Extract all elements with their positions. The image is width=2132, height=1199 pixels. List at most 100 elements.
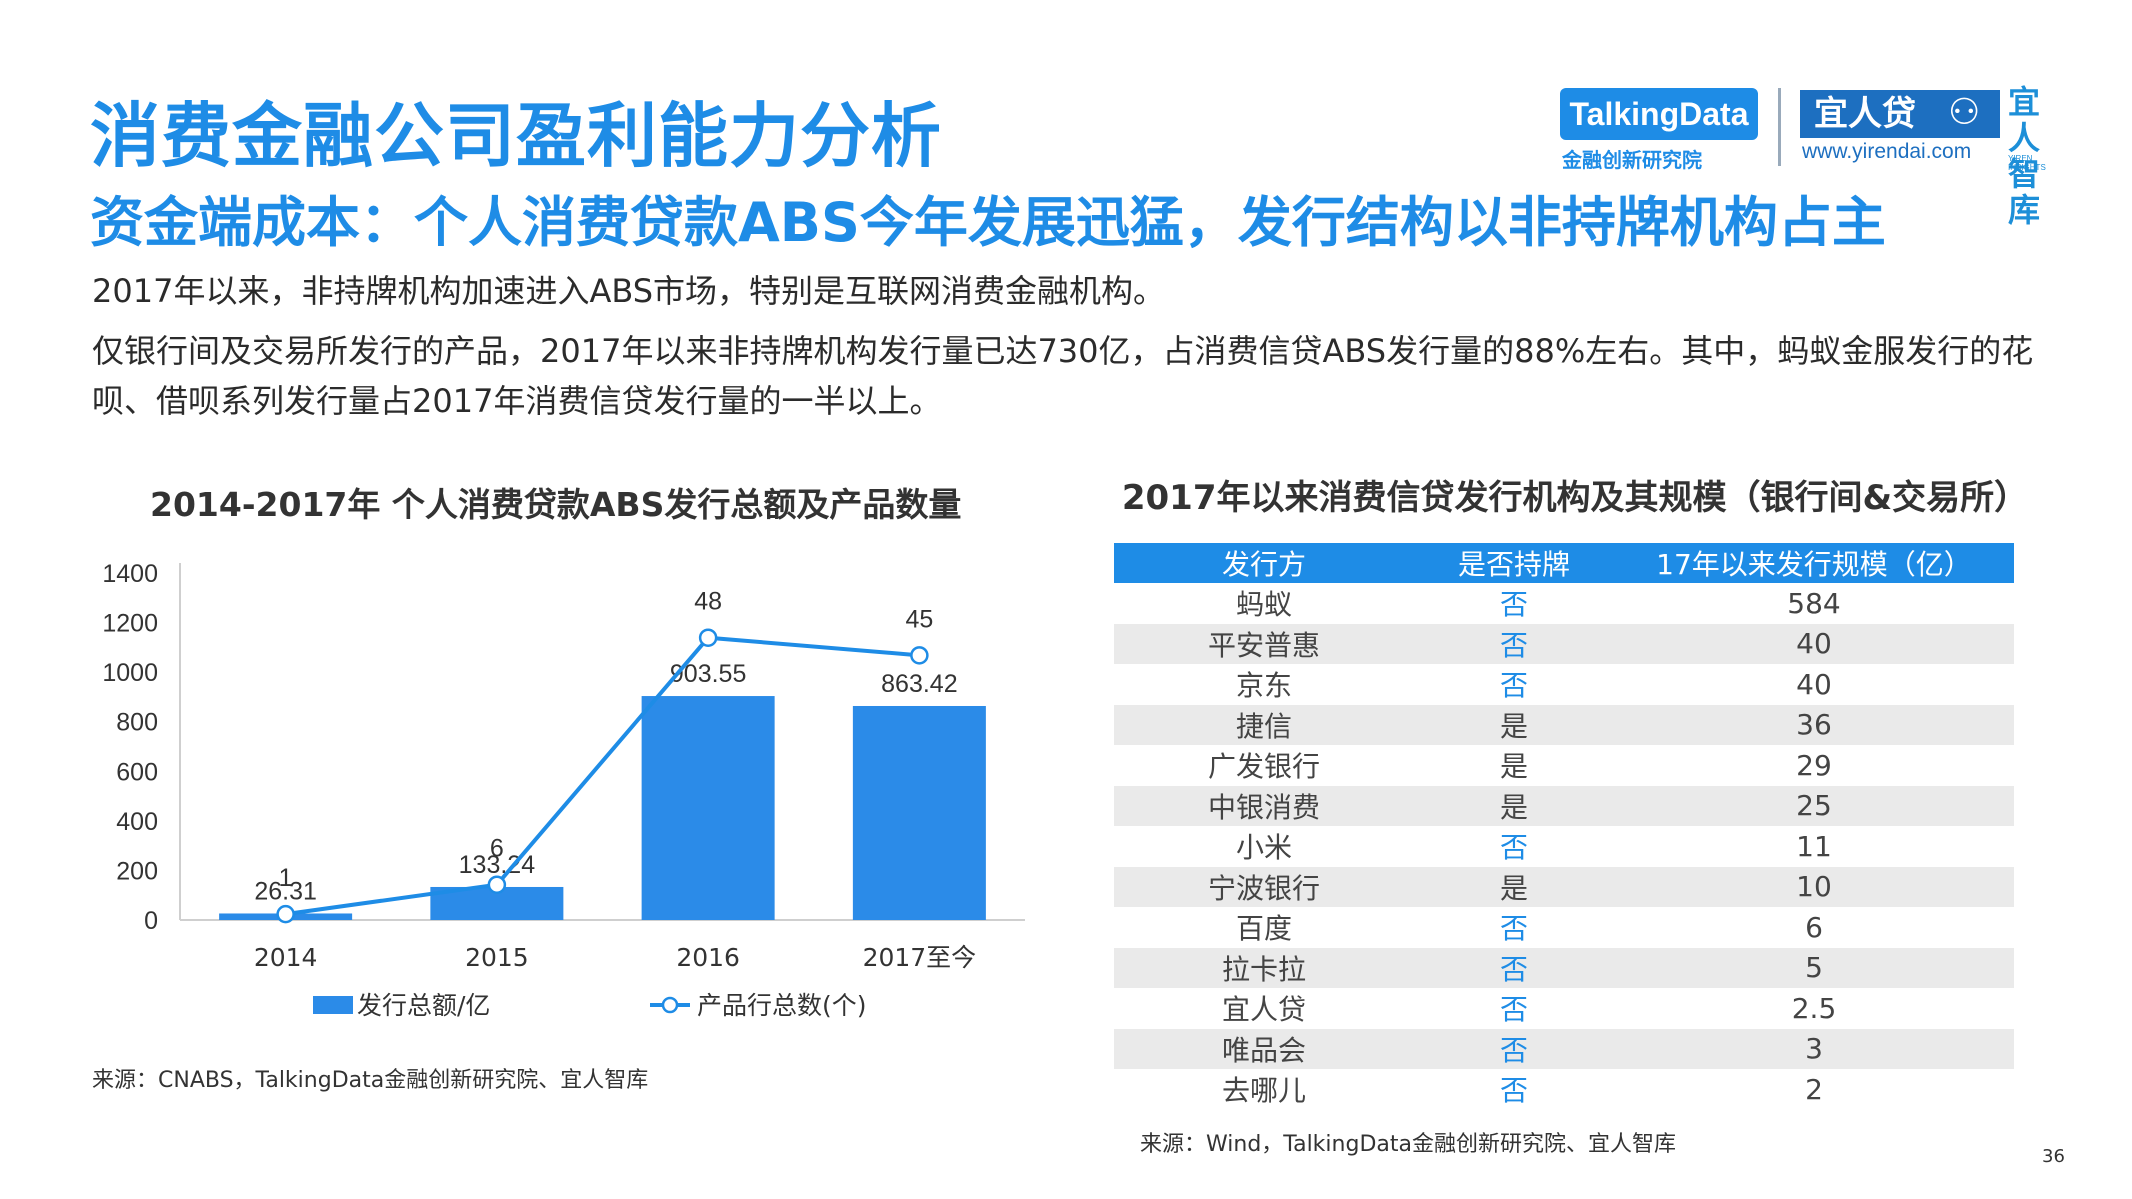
legend-swatch-point bbox=[661, 996, 679, 1014]
talkingdata-logo-subtitle: 金融创新研究院 bbox=[1562, 148, 1702, 172]
licensed-cell: 否 bbox=[1499, 912, 1528, 946]
table-row: 百度 否 6 bbox=[1114, 907, 2014, 948]
issuer-cell: 去哪儿 bbox=[1221, 1074, 1306, 1108]
table-row: 京东 否 40 bbox=[1114, 664, 2014, 705]
line-product-count bbox=[285, 635, 920, 917]
table-row: 去哪儿 否 2 bbox=[1114, 1069, 2014, 1110]
bar-value-label: 903.55 bbox=[670, 660, 746, 688]
line-value-label: 6 bbox=[490, 835, 504, 863]
x-tick-label: 2016 bbox=[676, 943, 740, 972]
page-title: 消费金融公司盈利能力分析 bbox=[90, 95, 942, 177]
licensed-cell: 否 bbox=[1499, 1074, 1528, 1108]
scale-cell: 29 bbox=[1796, 748, 1832, 782]
scale-cell: 11 bbox=[1796, 829, 1832, 863]
table-row: 宁波银行是 10 bbox=[1114, 866, 2014, 907]
scale-cell: 6 bbox=[1805, 910, 1823, 944]
line-value-label: 48 bbox=[694, 588, 722, 616]
table-row: 拉卡拉否 5 bbox=[1114, 947, 2014, 988]
issuer-cell: 百度 bbox=[1235, 912, 1292, 946]
licensed-cell: 否 bbox=[1499, 831, 1528, 865]
table-row: 小米 否 11 bbox=[1114, 826, 2014, 867]
issuer-cell: 蚂蚁 bbox=[1235, 588, 1292, 622]
table-source: 来源：Wind，TalkingData金融创新研究院、宜人智库 bbox=[1140, 1132, 1676, 1157]
scale-cell: 10 bbox=[1614, 866, 2014, 907]
scale-cell: 25 bbox=[1614, 785, 2014, 826]
issuer-cell: 捷信 bbox=[1114, 704, 1414, 745]
table-row: 中银消费是 25 bbox=[1114, 785, 2014, 826]
line-value-label: 45 bbox=[905, 605, 933, 633]
licensed-cell: 是 bbox=[1499, 750, 1528, 784]
licensed-cell: 否 bbox=[1414, 623, 1614, 664]
chart-source: 来源：CNABS，TalkingData金融创新研究院、宜人智库 bbox=[92, 1068, 649, 1093]
x-tick-label: 2017至今 bbox=[863, 943, 977, 972]
y-tick-label: 800 bbox=[116, 709, 158, 737]
table-row: 捷信是 36 bbox=[1114, 704, 2014, 745]
people-icon: ⚇ bbox=[1948, 92, 1981, 133]
table-header-row: 发行方 是否持牌 17年以来发行规模（亿） bbox=[1114, 543, 2014, 583]
zhiku-logo: 宜人智库 bbox=[2008, 83, 2041, 229]
issuer-table: 发行方 是否持牌 17年以来发行规模（亿） 蚂蚁否 584 平安普惠否 40 京东否 40… bbox=[1114, 543, 2014, 1110]
y-tick-label: 1200 bbox=[102, 610, 158, 638]
paragraph-2: 仅银行间及交易所发行的产品，2017年以来非持牌机构发行量已达730亿，占消费信… bbox=[92, 332, 2034, 420]
issuer-cell: 宜人贷 bbox=[1221, 993, 1306, 1027]
legend-swatch-bar bbox=[313, 996, 353, 1014]
scale-cell: 40 bbox=[1796, 667, 1832, 701]
bar-value-label: 26.31 bbox=[254, 877, 317, 905]
issuer-cell: 京东 bbox=[1235, 669, 1292, 703]
header-issuer: 发行方 bbox=[1114, 543, 1414, 583]
scale-cell: 5 bbox=[1614, 947, 2014, 988]
licensed-cell: 否 bbox=[1499, 588, 1528, 622]
issuer-cell: 拉卡拉 bbox=[1114, 947, 1414, 988]
page-subtitle: 资金端成本：个人消费贷款ABS今年发展迅猛，发行结构以非持牌机构占主 bbox=[90, 191, 1886, 254]
talkingdata-logo: TalkingData bbox=[1560, 88, 1758, 140]
table-title: 2017年以来消费信贷发行机构及其规模（银行间&交易所） bbox=[1121, 478, 2029, 518]
y-tick-label: 200 bbox=[116, 857, 158, 885]
scale-cell: 36 bbox=[1614, 704, 2014, 745]
licensed-cell: 是 bbox=[1414, 866, 1614, 907]
licensed-cell: 否 bbox=[1414, 947, 1614, 988]
issuer-cell: 广发银行 bbox=[1207, 750, 1320, 784]
bar-issuance bbox=[852, 705, 986, 920]
yirendai-url: www.yirendai.com bbox=[1802, 140, 1972, 163]
scale-cell: 2.5 bbox=[1791, 991, 1837, 1025]
page-number: 36 bbox=[2042, 1146, 2065, 1167]
scale-cell: 584 bbox=[1787, 586, 1841, 620]
licensed-cell: 是 bbox=[1414, 785, 1614, 826]
paragraph-1: 2017年以来，非持牌机构加速进入ABS市场，特别是互联网消费金融机构。 bbox=[92, 272, 1166, 310]
line-point bbox=[276, 904, 295, 924]
table-row: 宜人贷 否 2.5 bbox=[1114, 988, 2014, 1029]
x-tick-label: 2015 bbox=[465, 943, 529, 972]
licensed-cell: 否 bbox=[1499, 669, 1528, 703]
table-row: 蚂蚁 否 584 bbox=[1114, 583, 2014, 624]
legend-label-line: 产品行总数(个) bbox=[697, 991, 867, 1020]
header-scale: 17年以来发行规模（亿） bbox=[1614, 543, 2014, 583]
issuer-cell: 唯品会 bbox=[1114, 1028, 1414, 1069]
bar-value-label: 863.42 bbox=[881, 670, 957, 698]
x-tick-label: 2014 bbox=[254, 943, 318, 972]
line-point bbox=[487, 875, 507, 894]
header-licensed: 是否持牌 bbox=[1414, 543, 1614, 583]
chart-title: 2014-2017年 个人消费贷款ABS发行总额及产品数量 bbox=[150, 485, 962, 524]
y-tick-label: 1400 bbox=[102, 560, 158, 588]
legend-label-bar: 发行总额/亿 bbox=[357, 991, 490, 1020]
y-tick-label: 600 bbox=[116, 758, 158, 786]
issuer-cell: 小米 bbox=[1235, 831, 1292, 865]
yirendai-logo: 宜人贷 bbox=[1800, 90, 2000, 138]
line-point bbox=[910, 646, 929, 665]
y-tick-label: 0 bbox=[144, 907, 158, 935]
table-row: 唯品会否 3 bbox=[1114, 1028, 2014, 1069]
licensed-cell: 否 bbox=[1414, 1028, 1614, 1069]
issuer-cell: 平安普惠 bbox=[1114, 623, 1414, 664]
y-tick-label: 1000 bbox=[102, 659, 158, 687]
issuer-cell: 中银消费 bbox=[1114, 785, 1414, 826]
licensed-cell: 否 bbox=[1499, 993, 1528, 1027]
table-row: 平安普惠否 40 bbox=[1114, 623, 2014, 664]
table-row: 广发银行 是 29 bbox=[1114, 745, 2014, 786]
scale-cell: 2 bbox=[1805, 1072, 1823, 1106]
line-point bbox=[698, 628, 718, 647]
bar-issuance bbox=[641, 696, 775, 920]
issuer-cell: 宁波银行 bbox=[1114, 866, 1414, 907]
abs-issuance-chart: 020040060080010001200140026.31133.24903.… bbox=[102, 560, 1025, 1020]
scale-cell: 40 bbox=[1614, 623, 2014, 664]
scale-cell: 3 bbox=[1614, 1028, 2014, 1069]
